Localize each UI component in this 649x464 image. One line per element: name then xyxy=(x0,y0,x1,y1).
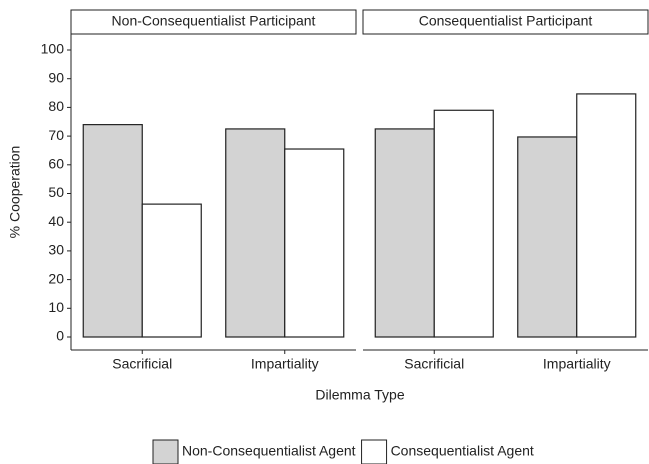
x-tick-label: Sacrificial xyxy=(404,356,464,372)
legend-label: Consequentialist Agent xyxy=(391,443,534,459)
y-tick-label: 70 xyxy=(48,127,64,143)
y-tick-label: 80 xyxy=(48,98,64,114)
x-axis-label: Dilemma Type xyxy=(315,387,404,403)
y-tick-label: 40 xyxy=(48,213,64,229)
legend-swatch xyxy=(152,439,179,464)
facet-title: Consequentialist Participant xyxy=(419,13,593,29)
x-tick-label: Sacrificial xyxy=(112,356,172,372)
y-axis-label: % Cooperation xyxy=(7,146,23,239)
x-tick-label: Impartiality xyxy=(251,356,319,372)
bar xyxy=(141,203,202,338)
facet-strip xyxy=(362,9,649,35)
bar xyxy=(517,136,578,338)
y-tick-label: 0 xyxy=(56,328,64,344)
y-tick-label: 60 xyxy=(48,156,64,172)
y-tick-label: 30 xyxy=(48,242,64,258)
y-tick-label: 90 xyxy=(48,69,64,85)
y-tick-label: 10 xyxy=(48,299,64,315)
y-tick-label: 50 xyxy=(48,184,64,200)
x-tick-label: Impartiality xyxy=(543,356,611,372)
legend-label: Non-Consequentialist Agent xyxy=(182,443,356,459)
y-tick-label: 100 xyxy=(41,41,65,57)
bar xyxy=(576,93,637,338)
bar xyxy=(433,109,494,338)
facet-title: Non-Consequentialist Participant xyxy=(112,13,316,29)
facet-strip xyxy=(70,9,357,35)
bar xyxy=(284,148,345,338)
bar xyxy=(82,124,143,338)
bar xyxy=(225,128,286,338)
legend-swatch xyxy=(361,439,388,464)
bar xyxy=(374,128,435,338)
y-tick-label: 20 xyxy=(48,270,64,286)
